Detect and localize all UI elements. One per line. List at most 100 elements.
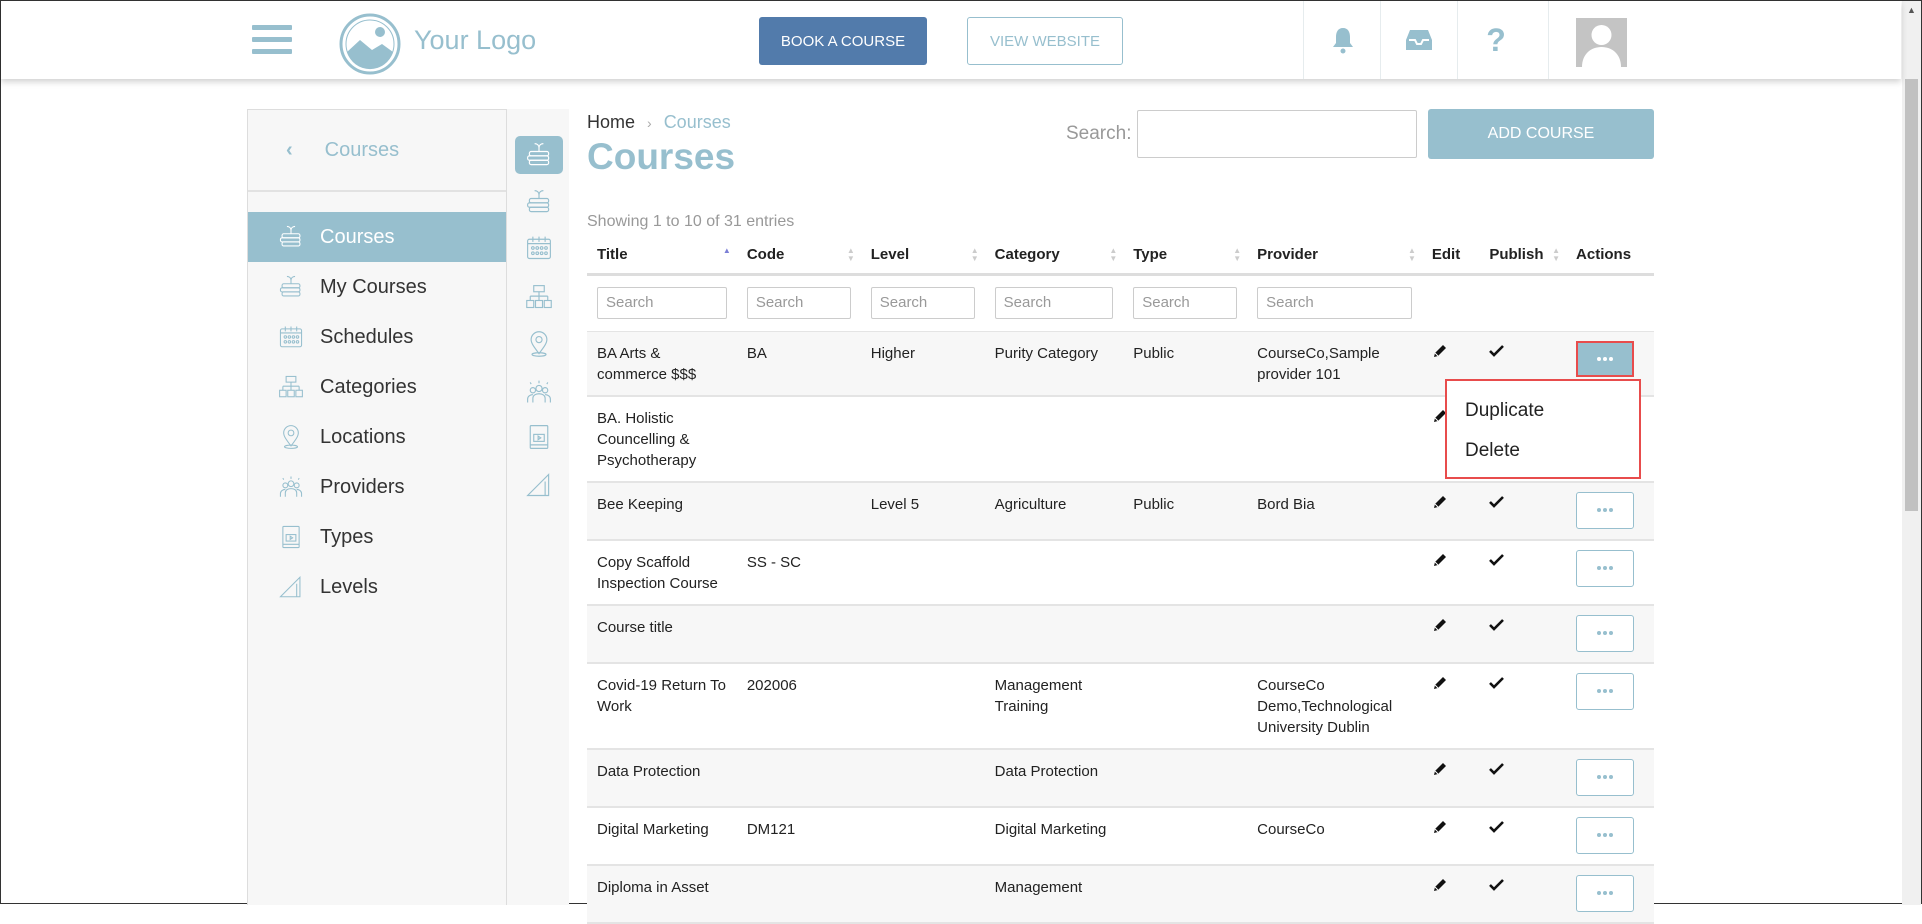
actions-menu-button[interactable] [1576,341,1634,377]
search-label: Search: [1066,123,1131,145]
bell-icon[interactable] [1326,23,1360,57]
book-course-button[interactable]: BOOK A COURSE [759,17,927,65]
inbox-icon[interactable] [1402,23,1436,57]
publish-check-icon[interactable] [1489,494,1505,515]
edit-pencil-icon[interactable] [1432,819,1448,841]
cell-level [861,749,985,807]
cell-category: Digital Marketing [985,807,1124,865]
courses-icon[interactable] [515,136,563,174]
edit-pencil-icon[interactable] [1432,877,1448,899]
menu-item-delete[interactable]: Delete [1447,431,1639,471]
add-course-button[interactable]: ADD COURSE [1428,109,1654,159]
cell-level [861,540,985,605]
cell-type [1123,807,1247,865]
hamburger-menu-icon[interactable] [252,25,292,55]
book-video-icon[interactable] [515,418,563,456]
edit-pencil-icon[interactable] [1432,761,1448,783]
calendar-icon[interactable] [515,229,563,267]
actions-menu-button[interactable] [1576,673,1634,710]
edit-pencil-icon[interactable] [1432,617,1448,639]
column-header-category[interactable]: Category▲▼ [985,237,1124,274]
edit-pencil-icon[interactable] [1432,494,1448,516]
sidebar-item-categories[interactable]: Categories [248,362,506,412]
sidebar-item-courses[interactable]: Courses [248,212,506,262]
publish-check-icon[interactable] [1489,761,1505,782]
filter-code-input[interactable] [747,287,851,319]
avatar[interactable] [1576,18,1627,67]
cell-code: DM121 [737,807,861,865]
sort-icon: ▲▼ [1233,247,1241,263]
actions-menu-button[interactable] [1576,875,1634,912]
edit-pencil-icon[interactable] [1432,343,1448,365]
divider [1457,1,1458,79]
column-header-level[interactable]: Level▲▼ [861,237,985,274]
column-label: Code [747,246,785,263]
sidebar-item-schedules[interactable]: Schedules [248,312,506,362]
cell-title: Covid-19 Return To Work [587,663,737,749]
cell-level: Higher [861,331,985,396]
search-input[interactable] [1137,110,1417,158]
actions-menu-button[interactable] [1576,759,1634,796]
sidebar-back[interactable]: ‹ Courses [248,110,506,192]
cell-type [1123,396,1247,482]
column-label: Actions [1576,246,1631,263]
column-header-provider[interactable]: Provider▲▼ [1247,237,1422,274]
sidebar-item-levels[interactable]: Levels [248,562,506,612]
sidebar-item-locations[interactable]: Locations [248,412,506,462]
column-label: Type [1133,246,1167,263]
ruler-triangle-icon[interactable] [515,466,563,504]
filter-level-input[interactable] [871,287,975,319]
sidebar-item-providers[interactable]: Providers [248,462,506,512]
publish-check-icon[interactable] [1489,617,1505,638]
calendar-icon [278,324,320,350]
edit-pencil-icon[interactable] [1432,675,1448,697]
people-icon[interactable] [515,373,563,411]
people-icon [278,474,320,500]
cell-category: Management [985,865,1124,923]
publish-check-icon[interactable] [1489,819,1505,840]
location-pin-icon[interactable] [515,325,563,363]
publish-check-icon[interactable] [1489,552,1505,573]
column-header-code[interactable]: Code▲▼ [737,237,861,274]
actions-menu-button[interactable] [1576,817,1634,854]
filter-category-input[interactable] [995,287,1114,319]
edit-pencil-icon[interactable] [1432,552,1448,574]
publish-check-icon[interactable] [1489,343,1505,364]
filter-provider-input[interactable] [1257,287,1412,319]
icon-strip [507,109,569,905]
column-header-edit[interactable]: Edit [1422,237,1479,274]
sidebar-item-label: Categories [320,376,417,399]
column-label: Title [597,246,628,263]
actions-menu-button[interactable] [1576,615,1634,652]
filter-title-input[interactable] [597,287,727,319]
filter-cell [737,274,861,331]
column-label: Category [995,246,1060,263]
hierarchy-icon[interactable] [515,278,563,316]
sort-icon: ▲ [723,247,731,255]
cell-provider [1247,749,1422,807]
cell-title: BA. Holistic Councelling & Psychotherapy [587,396,737,482]
filter-type-input[interactable] [1133,287,1237,319]
menu-item-duplicate[interactable]: Duplicate [1447,391,1639,431]
publish-check-icon[interactable] [1489,877,1505,898]
cell-code: 202006 [737,663,861,749]
my-courses-icon[interactable] [515,183,563,221]
column-header-title[interactable]: Title ▲ [587,237,737,274]
column-label: Edit [1432,246,1460,263]
publish-check-icon[interactable] [1489,675,1505,696]
cell-type [1123,663,1247,749]
column-header-type[interactable]: Type ▲▼ [1123,237,1247,274]
entries-info: Showing 1 to 10 of 31 entries [587,213,794,231]
cell-title: Bee Keeping [587,482,737,540]
help-icon[interactable]: ? [1479,23,1513,57]
actions-menu-button[interactable] [1576,550,1634,587]
sidebar-item-label: My Courses [320,276,427,299]
column-header-publish[interactable]: Publish▲▼ [1479,237,1566,274]
sidebar-item-types[interactable]: Types [248,512,506,562]
sidebar-item-my-courses[interactable]: My Courses [248,262,506,312]
filter-cell [1422,274,1479,331]
scrollbar[interactable]: ▲ [1902,1,1921,905]
breadcrumb-home[interactable]: Home [587,112,635,132]
view-website-button[interactable]: VIEW WEBSITE [967,17,1123,65]
actions-menu-button[interactable] [1576,492,1634,529]
